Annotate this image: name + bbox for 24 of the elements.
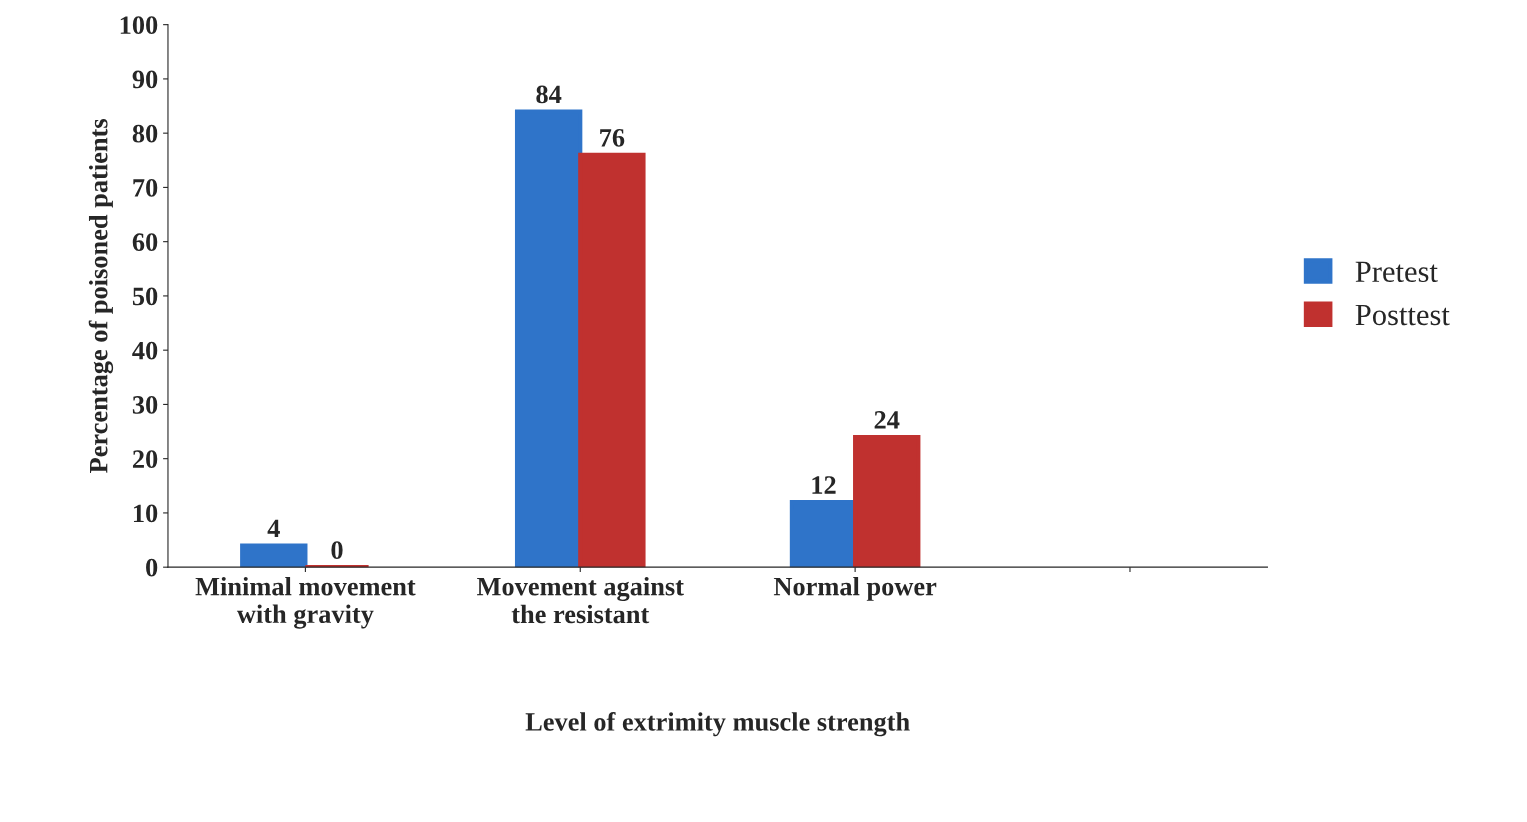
- x-tick-label: Movement against the resistant: [477, 576, 684, 624]
- y-tick-label: 20: [132, 450, 158, 469]
- data-label: 84: [536, 85, 562, 104]
- data-label: 12: [812, 476, 836, 494]
- data-label: 24: [874, 411, 900, 429]
- y-tick-label: 0: [146, 558, 158, 577]
- y-tick-label: 90: [132, 70, 158, 89]
- y-tick-label: 80: [132, 124, 158, 143]
- x-axis-title: Level of extrimity muscle strength: [525, 711, 910, 737]
- legend-label: Posttest: [1355, 304, 1450, 326]
- y-tick-label: 40: [132, 341, 158, 360]
- y-tick-label: 10: [133, 504, 158, 523]
- data-label: 4: [267, 519, 280, 538]
- y-tick-label: 50: [132, 287, 158, 306]
- data-label: 0: [331, 541, 343, 560]
- data-label: 76: [600, 128, 625, 147]
- x-tick-label: Minimal movement with gravity: [195, 576, 416, 629]
- x-tick-label: Normal power: [773, 576, 937, 601]
- y-tick-label: 30: [132, 396, 158, 414]
- y-tick-label: 60: [132, 233, 158, 252]
- legend-label: Pretest: [1355, 261, 1438, 283]
- y-tick-label: 70: [133, 179, 158, 197]
- y-axis-title: Percentage of poisoned patients: [88, 119, 114, 473]
- y-tick-label: 100: [120, 16, 158, 35]
